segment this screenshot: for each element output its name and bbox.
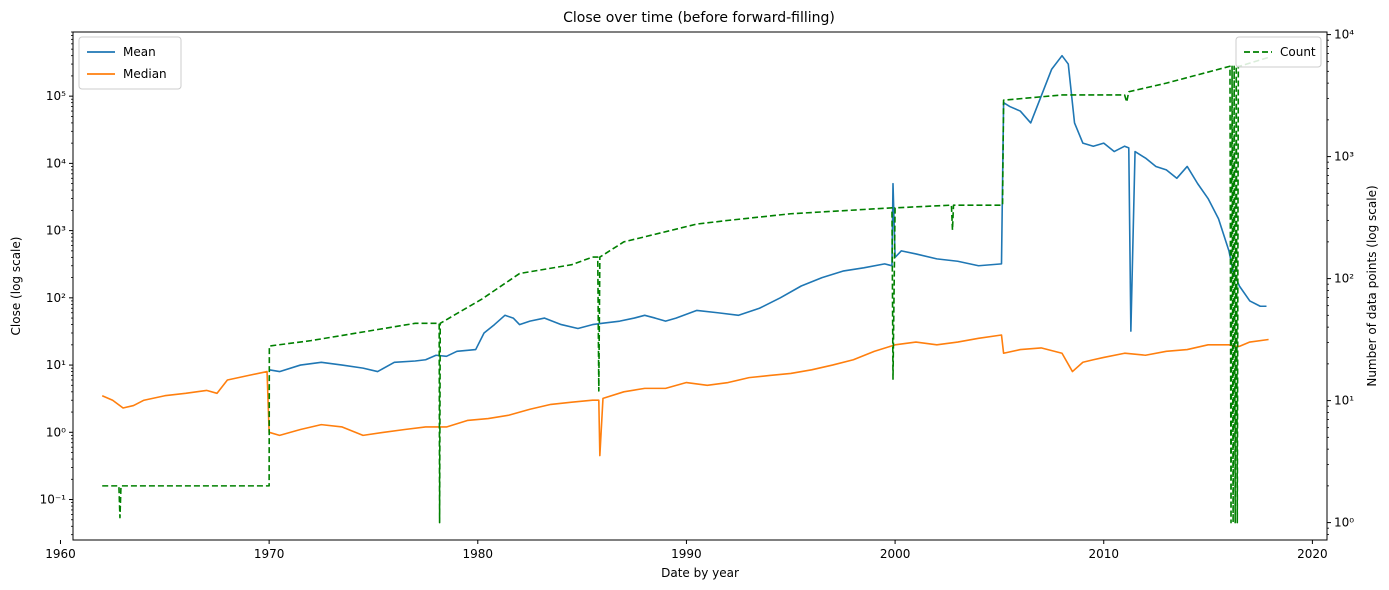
x-tick-label: 2000 — [880, 547, 911, 561]
x-tick-label: 2020 — [1297, 547, 1328, 561]
series-line-mean — [268, 54, 1267, 373]
y-tick-label: 10⁵ — [46, 89, 66, 103]
legend-box — [1235, 36, 1322, 68]
legend-label-count: Count — [1280, 45, 1316, 59]
series-line-count — [102, 56, 1269, 524]
y-tick-label: 10² — [46, 291, 66, 305]
y-tick-label: 10³ — [46, 224, 66, 238]
legend-right: Count — [1235, 36, 1322, 68]
x-tick-label: 1970 — [254, 547, 285, 561]
x-axis-label: Date by year — [661, 566, 739, 580]
x-tick-label: 2010 — [1088, 547, 1119, 561]
y2-tick-label: 10³ — [1334, 150, 1354, 164]
y-tick-label: 10⁻¹ — [40, 493, 67, 507]
series-line-median — [101, 334, 1269, 457]
y-tick-label: 10⁴ — [46, 156, 66, 170]
legend-label-mean: Mean — [123, 45, 156, 59]
y2-tick-label: 10⁰ — [1334, 516, 1354, 530]
plot-frame — [72, 31, 1328, 541]
y2-tick-label: 10¹ — [1334, 394, 1354, 408]
y-tick-label: 10⁰ — [46, 425, 66, 439]
chart-title: Close over time (before forward-filling) — [563, 10, 835, 26]
x-tick-label: 1980 — [463, 547, 494, 561]
y2-tick-label: 10² — [1334, 272, 1354, 286]
y-axis-label: Close (log scale) — [9, 237, 23, 336]
y2-tick-label: 10⁴ — [1334, 28, 1354, 42]
y-tick-label: 10¹ — [46, 358, 66, 372]
x-tick-label: 1990 — [671, 547, 702, 561]
plot-area — [101, 54, 1269, 524]
legend-label-median: Median — [123, 67, 167, 81]
x-tick-label: 1960 — [45, 547, 76, 561]
axes: 1960 1970 1980 1990 2000 2010 2020 10⁻¹ 10⁰ 10¹ 10… — [40, 28, 1355, 561]
y2-axis-label: Number of data points (log scale) — [1365, 185, 1379, 386]
legend-box — [78, 36, 182, 90]
legend-left: Mean Median — [78, 36, 182, 90]
